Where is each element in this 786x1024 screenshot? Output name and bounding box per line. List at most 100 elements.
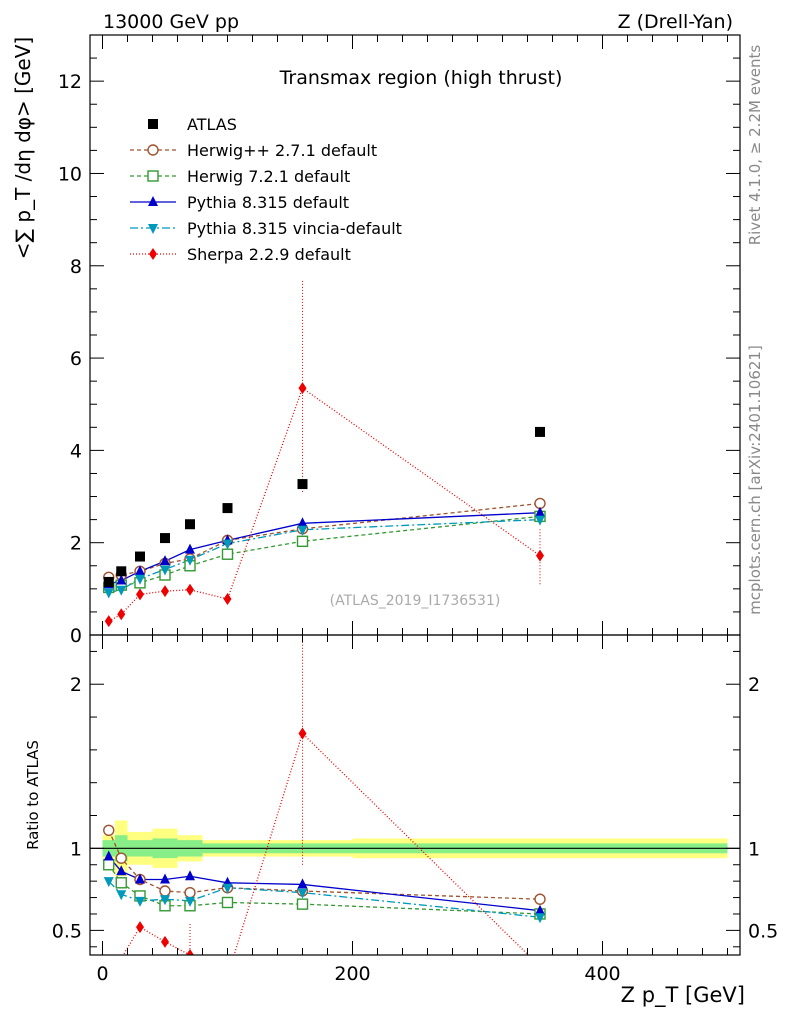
legend-label: Sherpa 2.2.9 default xyxy=(187,245,351,264)
series-point-main xyxy=(535,506,545,517)
atlas-data-point xyxy=(103,576,114,587)
atlas-data-point xyxy=(185,519,195,530)
atlas-data-point xyxy=(160,533,170,544)
atlas-data-point xyxy=(135,551,145,562)
series-point-ratio xyxy=(115,852,127,864)
mcplots-label: mcplots.cern.ch [arXiv:2401.10621] xyxy=(746,345,764,615)
series-point-main xyxy=(297,517,308,528)
series-point-ratio xyxy=(535,904,545,915)
series-point-main xyxy=(298,382,307,395)
y-tick-label-ratio: 1 xyxy=(70,838,82,860)
series-point-ratio xyxy=(103,850,114,861)
series-point-main xyxy=(116,574,127,585)
series-point-ratio xyxy=(222,883,233,894)
legend-label: Herwig 7.2.1 default xyxy=(187,167,350,186)
series-point-ratio xyxy=(221,896,234,909)
x-tick-label: 400 xyxy=(584,963,620,985)
ratio-panel: 0.5 0.5 1 1 2 2 0 200 400 Ratio to ATLAS Z p_T [… xyxy=(24,634,778,1008)
y-axis-label-main: <∑ p_T /dη dφ> [GeV] xyxy=(11,37,35,259)
series-point-ratio xyxy=(185,896,195,907)
series-point-main xyxy=(160,565,170,576)
series-point-ratio xyxy=(116,865,127,876)
series-point-main xyxy=(221,548,234,560)
y-tick-label-main: 6 xyxy=(70,348,82,370)
series-point-main xyxy=(135,565,145,576)
x-tick-label: 200 xyxy=(334,963,370,985)
series-point-main xyxy=(185,543,195,554)
series-point-ratio xyxy=(160,873,170,884)
y-tick-label-ratio: 0.5 xyxy=(52,920,82,942)
series-point-ratio xyxy=(160,895,170,906)
series-point-main xyxy=(116,585,127,596)
x-tick-label: 0 xyxy=(96,963,108,985)
series-point-ratio xyxy=(186,949,194,955)
series-point-main xyxy=(297,525,308,536)
series-point-ratio xyxy=(535,913,545,924)
series-point-ratio xyxy=(115,877,127,889)
legend: ATLAS Herwig++ 2.7.1 default Herwig 7.2.1 … xyxy=(130,115,402,264)
series-line-main xyxy=(108,387,541,622)
series-line-ratio xyxy=(108,864,541,915)
y-tick-label-main: 10 xyxy=(58,163,82,185)
series-point-ratio xyxy=(185,870,195,881)
series-point-ratio xyxy=(116,890,127,901)
series-point-ratio xyxy=(297,888,308,899)
y-tick-label-main: 2 xyxy=(70,533,82,555)
y-tick-label-ratio-right: 1 xyxy=(748,838,760,860)
series-point-ratio xyxy=(103,824,115,836)
legend-label-atlas: ATLAS xyxy=(187,115,237,134)
series-point-main xyxy=(223,593,232,605)
legend-marker-atlas xyxy=(148,119,158,129)
series-point-main xyxy=(185,555,195,566)
series-point-ratio xyxy=(534,893,546,905)
series-point-ratio xyxy=(135,873,145,884)
legend-label: Pythia 8.315 vincia-default xyxy=(187,219,402,238)
y-tick-label-ratio: 2 xyxy=(70,674,82,696)
series-point-main xyxy=(296,535,309,548)
y-tick-label-main: 0 xyxy=(70,625,82,647)
atlas-data-point xyxy=(535,426,545,437)
series-point-main xyxy=(103,588,114,599)
legend-label: Herwig++ 2.7.1 default xyxy=(187,141,377,160)
atlas-data-point xyxy=(222,503,233,514)
legend-label: Pythia 8.315 default xyxy=(187,193,349,212)
series-line-main xyxy=(108,515,541,589)
y-tick-label-main: 8 xyxy=(70,256,82,278)
series-point-main xyxy=(535,515,545,526)
series-line-ratio xyxy=(122,732,530,955)
series-point-ratio xyxy=(159,885,171,897)
series-point-main xyxy=(117,608,126,621)
legend-marker xyxy=(147,144,159,156)
series-point-ratio xyxy=(135,896,145,907)
atlas-data-point xyxy=(116,566,127,577)
series-point-main xyxy=(161,585,169,598)
series-point-ratio xyxy=(184,886,196,899)
series-point-ratio xyxy=(161,935,169,948)
series-point-main xyxy=(104,615,113,628)
series-point-main xyxy=(222,539,233,550)
series-point-main xyxy=(160,555,170,566)
series-line-ratio xyxy=(108,880,541,918)
x-axis-label: Z p_T [GeV] xyxy=(621,983,745,1008)
y-tick-label-main: 12 xyxy=(58,71,82,93)
series-point-ratio xyxy=(103,859,115,871)
legend-marker xyxy=(147,170,159,182)
y-tick-label-ratio-right: 2 xyxy=(748,674,760,696)
legend-marker xyxy=(148,196,158,206)
series-point-ratio xyxy=(103,877,114,888)
series-line-main xyxy=(108,518,541,594)
legend-marker xyxy=(149,248,157,260)
series-point-main xyxy=(186,583,194,596)
header-right: Z (Drell-Yan) xyxy=(618,11,733,33)
chart-title: Transmax region (high thrust) xyxy=(279,67,563,89)
legend-marker xyxy=(148,224,158,234)
series-point-main xyxy=(135,574,145,585)
series-point-ratio xyxy=(296,898,309,910)
y-tick-label-main: 4 xyxy=(70,440,82,462)
ratio-frame xyxy=(89,634,741,956)
analysis-watermark: (ATLAS_2019_I1736531) xyxy=(330,593,501,609)
series-point-ratio xyxy=(297,878,308,889)
atlas-data-point xyxy=(297,479,308,490)
header-left: 13000 GeV pp xyxy=(103,11,239,33)
